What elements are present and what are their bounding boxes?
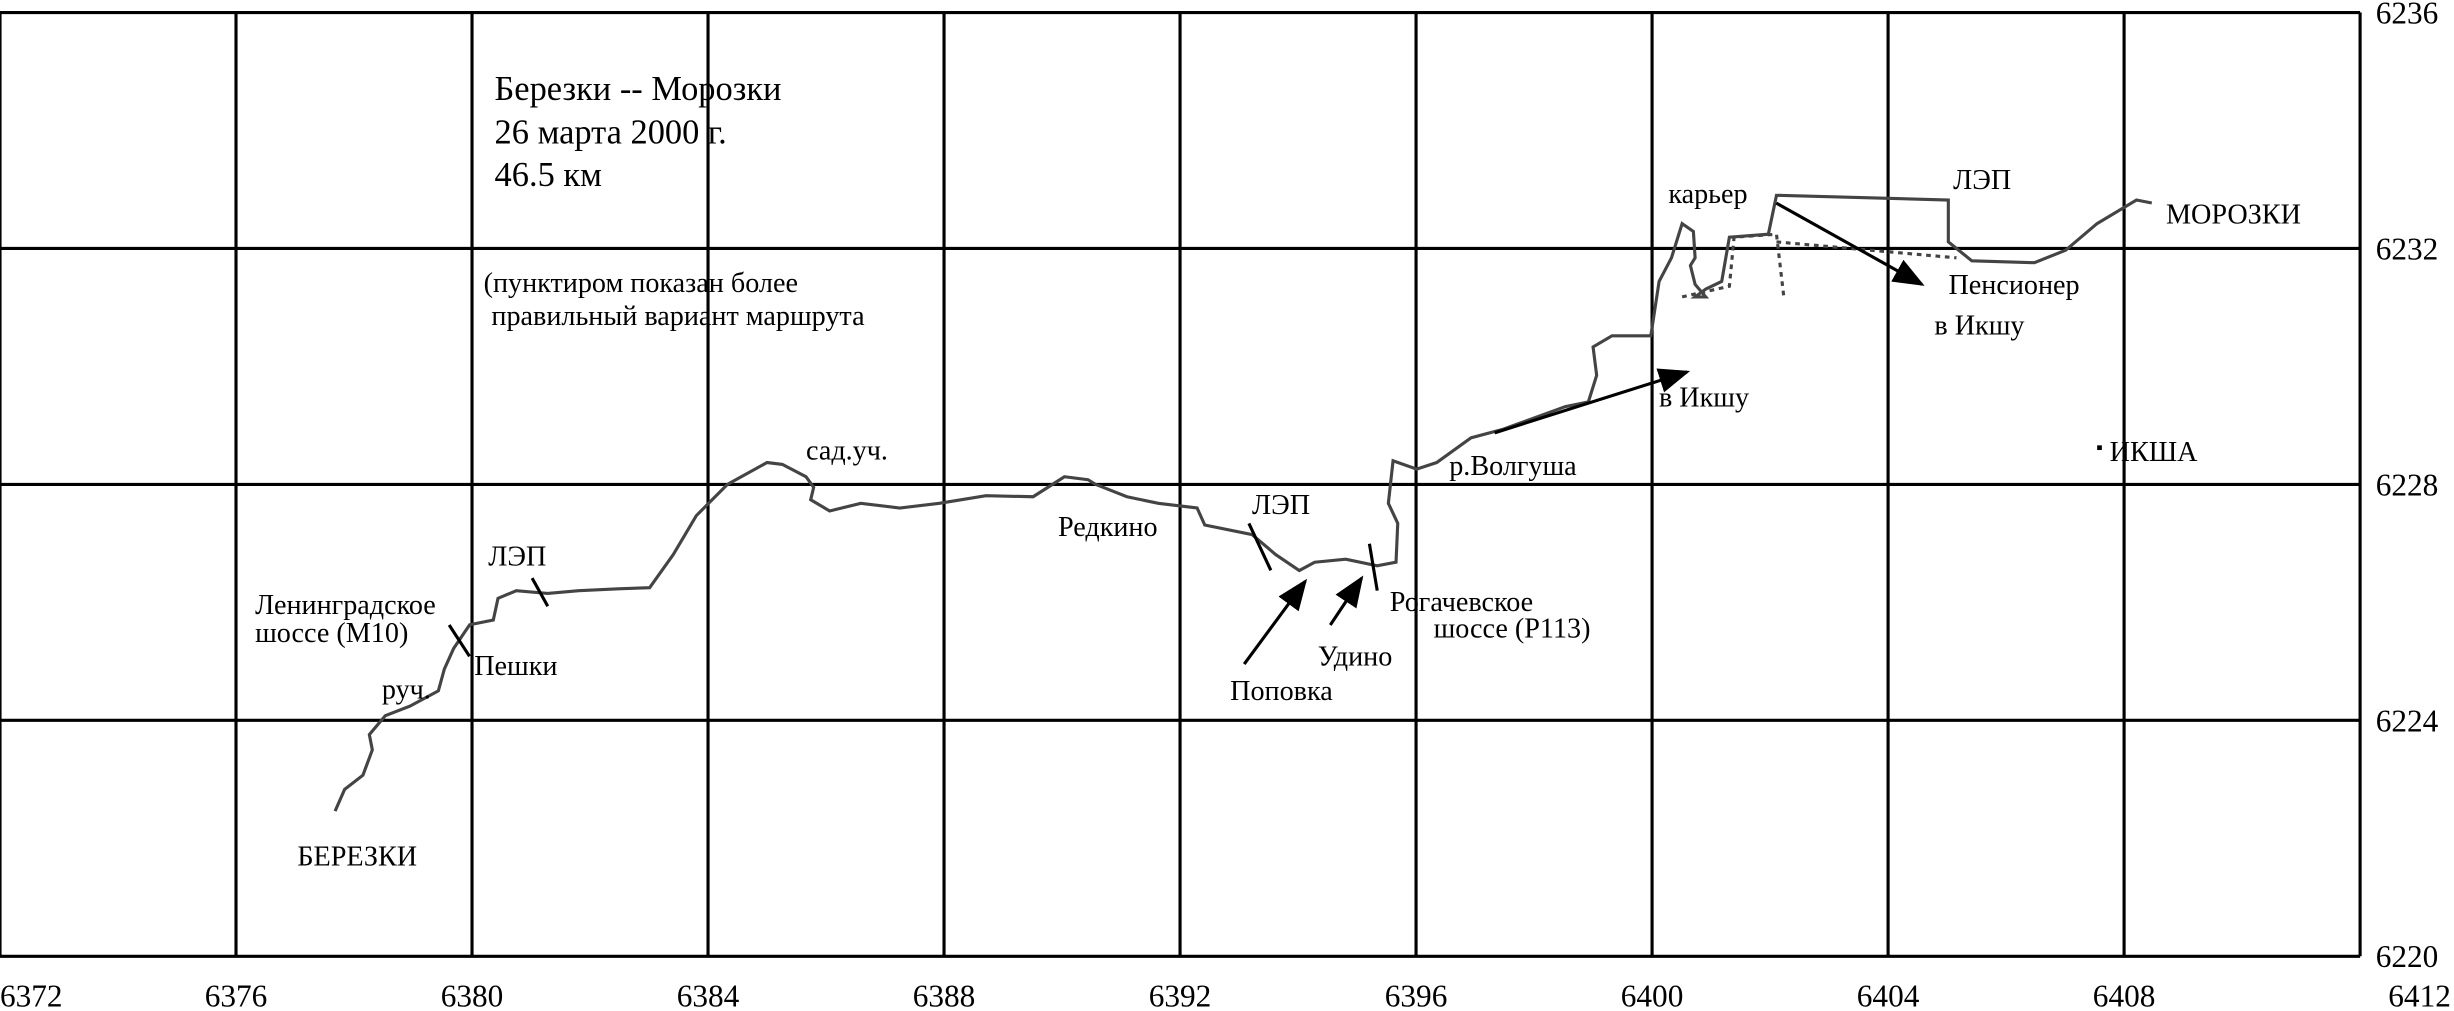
x-tick-label: 6380 <box>441 978 504 1011</box>
y-tick-label: 6236 <box>2376 0 2439 30</box>
crossing <box>447 624 471 658</box>
x-tick-label: 6400 <box>1621 978 1684 1011</box>
y-tick-label: 6220 <box>2376 939 2439 974</box>
place-label: р.Волгуша <box>1449 451 1577 482</box>
decorations <box>447 201 2102 666</box>
place-label: Рогачевское <box>1390 587 1533 618</box>
note: (пунктиром показан более <box>484 268 798 299</box>
note: правильный вариант маршрута <box>491 301 865 332</box>
arrow <box>1494 368 1691 435</box>
x-tick-label: 6376 <box>205 978 268 1011</box>
place-label: ЛЭП <box>1953 165 2011 196</box>
place-label: Удино <box>1318 642 1393 673</box>
place-label: МОРОЗКИ <box>2166 199 2301 230</box>
place-label: Редкино <box>1058 512 1158 543</box>
arrow <box>1775 201 1925 286</box>
route <box>1681 232 1957 300</box>
labels: Березки -- Морозки 26 марта 2000 г. 46.5… <box>255 70 2301 873</box>
arrow <box>1328 575 1364 626</box>
x-tick-label: 6412 <box>2388 978 2451 1011</box>
y-tick-label: 6228 <box>2376 467 2439 502</box>
place-label: шоссе (М10) <box>255 618 408 649</box>
x-tick-label: 6392 <box>1149 978 1212 1011</box>
routes <box>333 193 2153 812</box>
crossing <box>530 577 550 608</box>
x-tick-label: 6388 <box>913 978 976 1011</box>
y-tick-label: 6224 <box>2376 703 2439 738</box>
place-label: Ленинградское <box>255 590 436 621</box>
place-label: ЛЭП <box>488 542 546 573</box>
x-tick-label: 6372 <box>0 978 63 1011</box>
town-dot <box>2097 445 2102 451</box>
crossing <box>1367 543 1379 591</box>
place-label: в Икшу <box>1934 310 2024 341</box>
place-label: Поповка <box>1230 676 1333 707</box>
y-tick-label: 6232 <box>2376 231 2439 266</box>
place-label: Пешки <box>474 651 557 682</box>
place-label: карьер <box>1668 179 1747 210</box>
crossing <box>1247 522 1273 572</box>
place-label: БЕРЕЗКИ <box>297 842 417 873</box>
route <box>333 193 2153 812</box>
arrow <box>1242 578 1308 666</box>
x-tick-label: 6396 <box>1385 978 1448 1011</box>
place-label: ЛЭП <box>1252 490 1310 521</box>
place-label: шоссе (Р113) <box>1434 614 1591 645</box>
date: 26 марта 2000 г. <box>495 114 727 152</box>
x-tick-label: 6404 <box>1857 978 1920 1011</box>
place-label: руч. <box>382 674 431 705</box>
place-label: сад.уч. <box>806 435 888 466</box>
distance: 46.5 км <box>495 156 602 194</box>
title: Березки -- Морозки <box>495 70 782 108</box>
x-tick-label: 6408 <box>2093 978 2156 1011</box>
place-label: Пенсионер <box>1948 270 2079 301</box>
place-label: ИКША <box>2110 437 2199 468</box>
x-tick-label: 6384 <box>677 978 740 1011</box>
place-label: в Икшу <box>1659 382 1749 413</box>
